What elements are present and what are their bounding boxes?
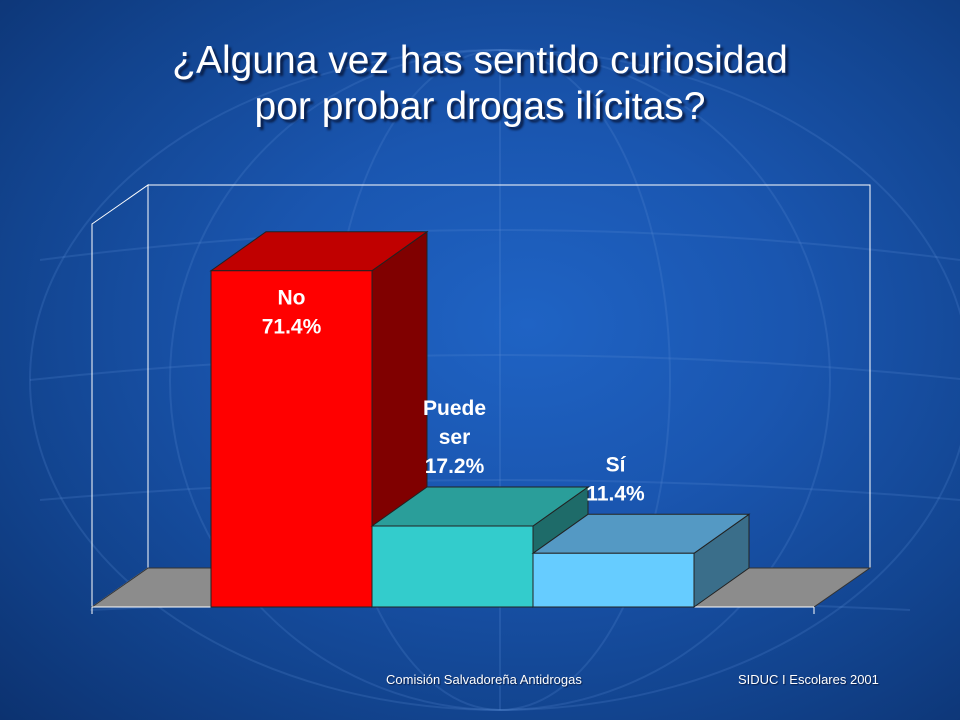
footer-study: SIDUC I Escolares 2001 [738,672,879,687]
bar-data-label: 17.2% [425,455,485,478]
bar-data-label: 11.4% [586,482,645,505]
bar-data-label: Puede [423,397,486,420]
bar-front [371,525,534,608]
bar-data-label: No [278,287,306,310]
bar-data-label: Sí [606,453,627,476]
bar-data-label: ser [439,426,471,449]
footer-source: Comisión Salvadoreña Antidrogas [386,672,582,687]
title-line-2: por probar drogas ilícitas? [254,85,706,128]
bar-front [532,552,695,608]
slide-title: ¿Alguna vez has sentido curiosidad por p… [0,38,960,130]
title-line-1: ¿Alguna vez has sentido curiosidad [172,39,788,82]
chart-left-wall [91,184,149,608]
bar-data-label: 71.4% [262,316,322,339]
bar-2 [531,513,751,608]
